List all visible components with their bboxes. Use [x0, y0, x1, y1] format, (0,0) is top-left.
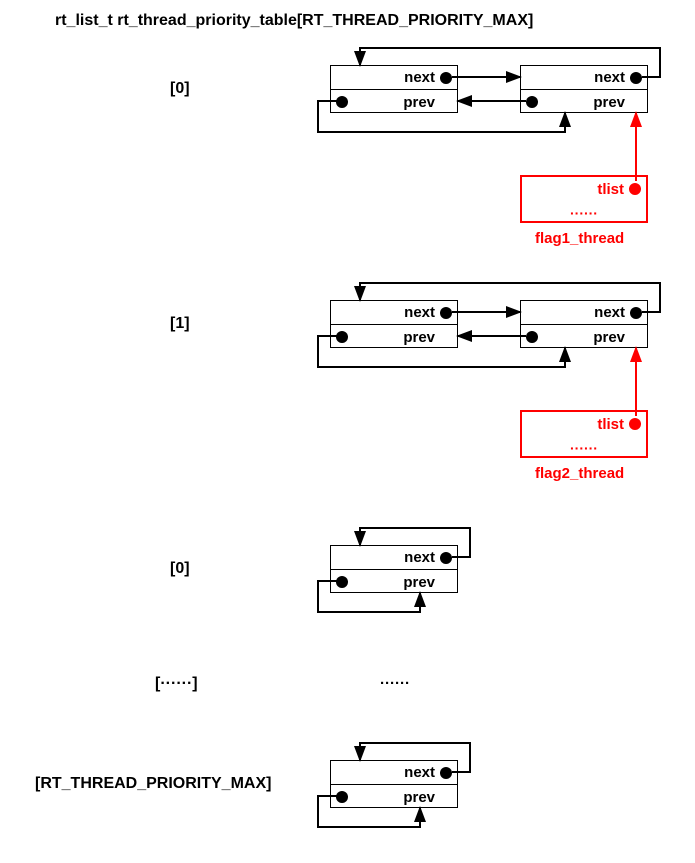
prev-label: prev	[593, 94, 625, 111]
list-node-4-a: next prev	[330, 760, 458, 808]
next-label: next	[594, 304, 625, 321]
node-next-row: next	[521, 301, 647, 325]
pointer-dot	[440, 307, 452, 319]
thread-name-0: flag1_thread	[535, 230, 624, 247]
next-label: next	[404, 764, 435, 781]
tlist-label: tlist	[597, 181, 624, 198]
ellipsis-center: ······	[380, 675, 410, 692]
list-node-1-a: next prev	[330, 300, 458, 348]
node-prev-row: prev	[331, 325, 457, 349]
next-label: next	[404, 549, 435, 566]
pointer-dot	[630, 307, 642, 319]
thread-name-1: flag2_thread	[535, 465, 624, 482]
prev-label: prev	[403, 94, 435, 111]
node-prev-row: prev	[521, 325, 647, 349]
node-next-row: next	[331, 301, 457, 325]
ellipsis-label: ······	[570, 440, 598, 456]
node-next-row: next	[521, 66, 647, 90]
prev-label: prev	[403, 329, 435, 346]
pointer-dot	[336, 576, 348, 588]
diagram-title: rt_list_t rt_thread_priority_table[RT_TH…	[55, 12, 533, 30]
next-label: next	[404, 69, 435, 86]
prev-label: prev	[403, 574, 435, 591]
ellipsis-label: ······	[570, 205, 598, 221]
list-node-0-a: next prev	[330, 65, 458, 113]
list-node-1-b: next prev	[520, 300, 648, 348]
node-prev-row: prev	[331, 785, 457, 809]
pointer-dot	[526, 331, 538, 343]
pointer-dot	[630, 72, 642, 84]
pointer-dot	[336, 96, 348, 108]
node-next-row: next	[331, 546, 457, 570]
pointer-dot-red	[629, 183, 641, 195]
pointer-dot	[440, 552, 452, 564]
prev-label: prev	[593, 329, 625, 346]
node-next-row: next	[331, 66, 457, 90]
list-node-0-b: next prev	[520, 65, 648, 113]
node-prev-row: prev	[521, 90, 647, 114]
node-prev-row: prev	[331, 90, 457, 114]
ellipsis-row: ······	[522, 436, 646, 460]
node-next-row: next	[331, 761, 457, 785]
pointer-dot	[336, 791, 348, 803]
next-label: next	[404, 304, 435, 321]
index-label-0: [0]	[170, 80, 190, 98]
pointer-dot	[526, 96, 538, 108]
pointer-dot	[440, 767, 452, 779]
index-label-2: [0]	[170, 560, 190, 578]
pointer-dot-red	[629, 418, 641, 430]
list-node-2-a: next prev	[330, 545, 458, 593]
tlist-row: tlist	[522, 412, 646, 436]
index-label-4: [RT_THREAD_PRIORITY_MAX]	[35, 775, 271, 793]
pointer-dot	[440, 72, 452, 84]
prev-label: prev	[403, 789, 435, 806]
tlist-row: tlist	[522, 177, 646, 201]
index-label-3: [······]	[155, 675, 198, 693]
pointer-dot	[336, 331, 348, 343]
thread-box-0: tlist ······	[520, 175, 648, 223]
node-prev-row: prev	[331, 570, 457, 594]
thread-box-1: tlist ······	[520, 410, 648, 458]
ellipsis-row: ······	[522, 201, 646, 225]
index-label-1: [1]	[170, 315, 190, 333]
next-label: next	[594, 69, 625, 86]
tlist-label: tlist	[597, 416, 624, 433]
